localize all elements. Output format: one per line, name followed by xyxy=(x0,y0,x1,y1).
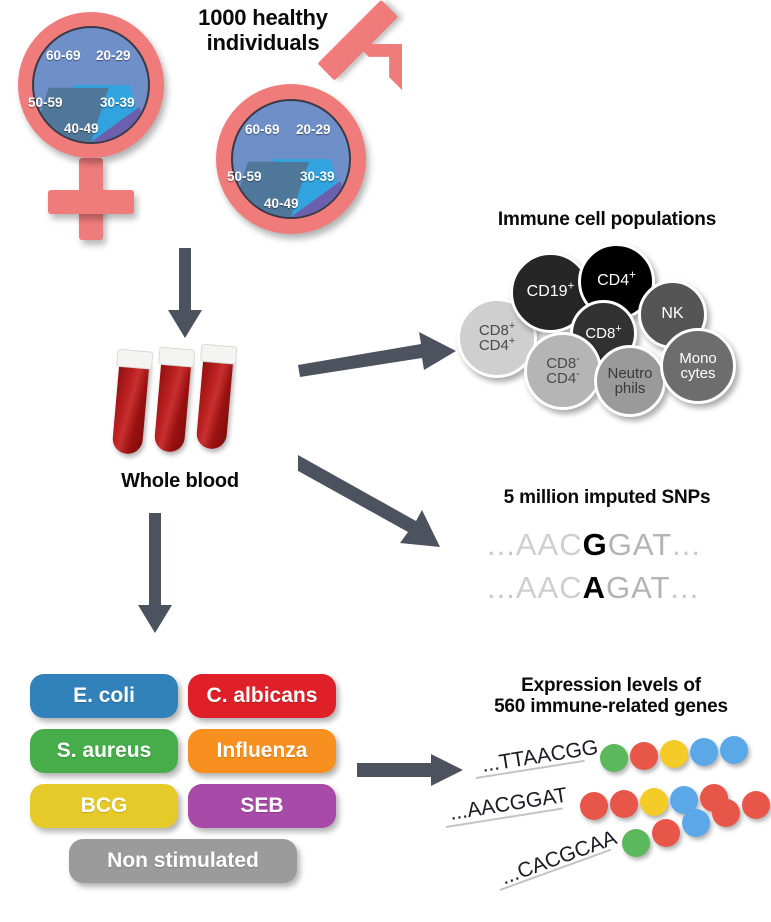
immune-populations-title: Immune cell populations xyxy=(497,209,717,230)
pie-label-40-49: 40-49 xyxy=(264,196,299,211)
pie-label-30-39: 30-39 xyxy=(300,169,335,184)
snp-prefix: ... xyxy=(487,527,516,562)
cohort-title-line2: individuals xyxy=(206,29,320,55)
stimulus-label: S. aureus xyxy=(56,739,152,762)
snp-variant-base: G xyxy=(582,527,608,562)
blood-tube xyxy=(195,343,238,451)
gene-bead xyxy=(690,738,718,766)
arrow-stimuli-to-expression xyxy=(357,754,463,786)
stimuli-panel: E. coli C. albicans S. aureus Influenza … xyxy=(30,674,340,894)
female-symbol: 20-29 30-39 40-49 50-59 60-69 xyxy=(8,8,198,240)
pie-label-40-49: 40-49 xyxy=(64,121,99,136)
pie-label-60-69: 60-69 xyxy=(245,122,280,137)
strand-sequence: ...AACGGAT xyxy=(448,783,569,825)
snp-title: 5 million imputed SNPs xyxy=(503,487,711,508)
immune-cell-label: CD8- CD4- xyxy=(546,352,580,387)
immune-cell-label: NK xyxy=(661,305,684,323)
gene-bead xyxy=(712,799,740,827)
stimulus-e-coli[interactable]: E. coli xyxy=(30,674,178,718)
immune-cell-label: CD8+ CD4+ xyxy=(478,319,516,354)
expression-title-line2: 560 immune-related genes xyxy=(494,696,728,718)
pie-label-50-59: 50-59 xyxy=(28,95,63,110)
snp-left-flank: AAC xyxy=(515,527,583,562)
immune-cell-bubbles: CD8+ CD4+ CD19+ CD4+ CD8+ NK CD8- CD4- Neu… xyxy=(452,240,762,417)
stimulus-seb[interactable]: SEB xyxy=(188,784,336,828)
immune-cell-cd8n-cd4n[interactable]: CD8- CD4- xyxy=(524,332,602,410)
snp-left-flank: AAC xyxy=(515,570,583,605)
pie-label-30-39: 30-39 xyxy=(100,95,135,110)
snp-right-flank: GAT xyxy=(607,527,673,562)
stimulus-bcg[interactable]: BCG xyxy=(30,784,178,828)
immune-cell-label: Neutro phils xyxy=(607,364,653,397)
snp-right-flank: GAT xyxy=(605,570,671,605)
cohort-title-line1: 1000 healthy xyxy=(198,5,328,30)
gene-bead xyxy=(720,736,748,764)
stimulus-label: Influenza xyxy=(216,739,308,762)
immune-cell-label: CD8+ xyxy=(585,322,622,342)
gene-bead xyxy=(600,744,628,772)
pie-label-20-29: 20-29 xyxy=(96,48,131,63)
whole-blood-label: Whole blood xyxy=(121,470,239,492)
pie-label-20-29: 20-29 xyxy=(296,122,331,137)
snp-suffix: ... xyxy=(672,527,701,562)
pie-label-50-59: 50-59 xyxy=(227,169,262,184)
arrow-blood-to-snps xyxy=(298,455,440,547)
snp-allele-2: ...AACAGAT... xyxy=(487,570,699,606)
gene-bead xyxy=(622,829,650,857)
arrow-blood-to-stimuli xyxy=(138,513,172,633)
stimulus-label: BCG xyxy=(80,794,128,817)
age-pie-female xyxy=(32,26,150,144)
gene-bead xyxy=(640,788,668,816)
gene-bead xyxy=(610,790,638,818)
pie-label-60-69: 60-69 xyxy=(46,48,81,63)
gene-strand-3: ...CACGCAA xyxy=(498,791,771,915)
arrow-blood-to-immune xyxy=(298,332,456,377)
gene-bead xyxy=(630,742,658,770)
cohort-title: 1000 healthy individuals xyxy=(168,5,358,55)
female-symbol-crossbar xyxy=(48,190,134,214)
snp-allele-1: ...AACGGAT... xyxy=(487,527,701,563)
stimulus-influenza[interactable]: Influenza xyxy=(188,729,336,773)
gene-bead xyxy=(682,809,710,837)
gene-bead xyxy=(652,819,680,847)
immune-cell-monocytes[interactable]: Mono cytes xyxy=(660,328,736,404)
blood-tubes xyxy=(110,340,250,460)
male-symbol: 20-29 30-39 40-49 50-59 60-69 xyxy=(208,0,408,242)
blood-tube xyxy=(111,348,154,456)
snp-variant-base: A xyxy=(582,570,606,605)
stimulus-label: Non stimulated xyxy=(107,849,259,872)
immune-cell-label: Mono cytes xyxy=(679,349,717,382)
age-pie-male xyxy=(231,99,351,219)
snp-suffix: ... xyxy=(670,570,700,605)
blood-tube xyxy=(153,346,196,454)
gene-strand-1: ...TTAACGG xyxy=(470,736,770,800)
expression-title-line1: Expression levels of xyxy=(521,675,701,696)
expression-title: Expression levels of 560 immune-related … xyxy=(455,675,767,718)
gene-bead xyxy=(742,791,770,819)
gene-bead xyxy=(580,792,608,820)
arrow-cohort-to-blood xyxy=(168,248,202,338)
stimulus-c-albicans[interactable]: C. albicans xyxy=(188,674,336,718)
immune-cell-label: CD4+ xyxy=(597,270,636,290)
strand-sequence: ...TTAACGG xyxy=(480,735,600,777)
gene-bead xyxy=(660,740,688,768)
stimulus-label: C. albicans xyxy=(206,684,318,707)
immune-cell-neutrophils[interactable]: Neutro phils xyxy=(594,345,666,417)
stimulus-label: E. coli xyxy=(73,684,135,707)
stimulus-s-aureus[interactable]: S. aureus xyxy=(30,729,178,773)
stimulus-label: SEB xyxy=(240,794,284,817)
stimulus-non-stimulated[interactable]: Non stimulated xyxy=(69,839,297,883)
immune-cell-label: CD19+ xyxy=(526,281,575,301)
snp-prefix: ... xyxy=(487,570,516,605)
